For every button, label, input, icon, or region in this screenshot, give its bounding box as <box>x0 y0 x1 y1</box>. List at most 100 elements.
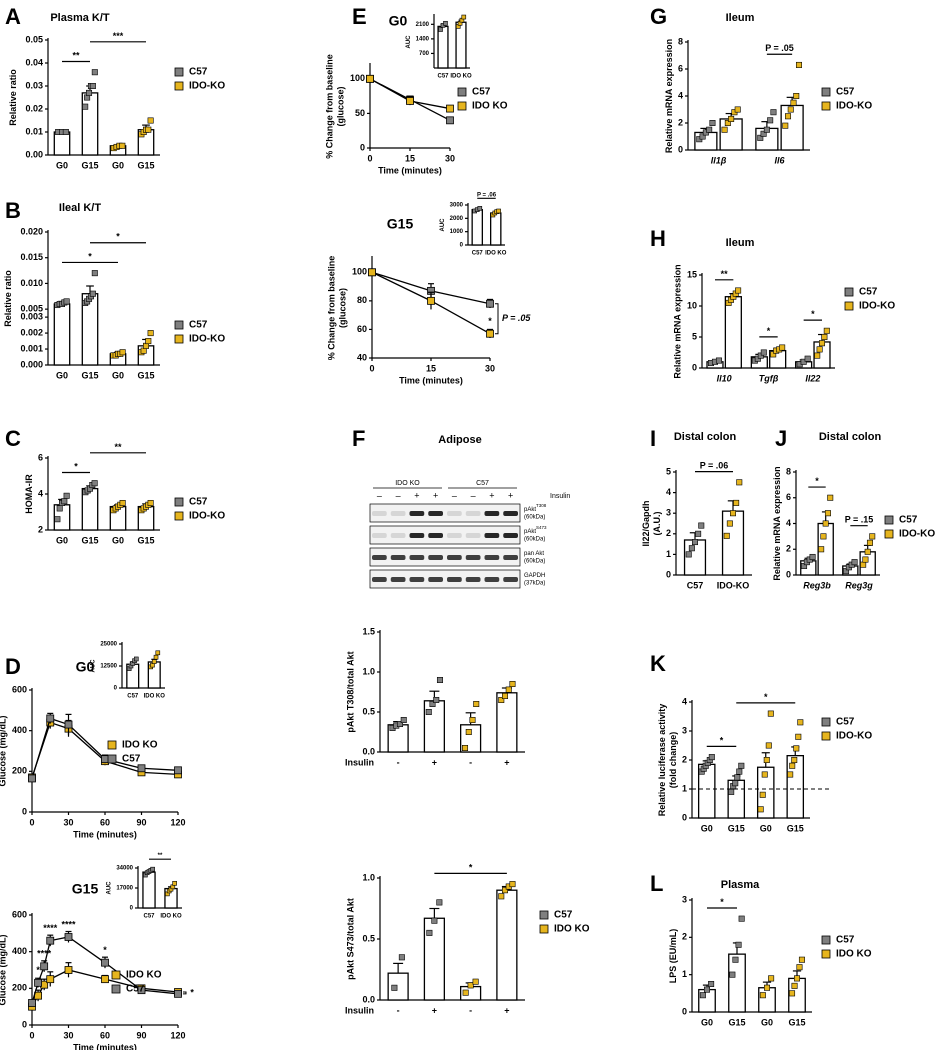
lane-label: + <box>414 490 419 500</box>
y-axis-label: (A.U.) <box>652 512 662 536</box>
x-tick-label: G0 <box>112 160 124 170</box>
x-tick-label: G15 <box>788 1017 805 1027</box>
data-point <box>396 720 403 727</box>
blot-band <box>372 555 387 560</box>
y-axis-label: LPS (EU/mL) <box>668 929 678 984</box>
data-point <box>477 206 483 211</box>
data-point <box>822 520 829 527</box>
x-tick-label: G15 <box>787 823 804 833</box>
x-tick-label: IDO-KO <box>717 580 750 590</box>
x-tick-label: G15 <box>728 1017 745 1027</box>
data-point <box>62 129 69 136</box>
legend-swatch <box>821 935 831 945</box>
bar <box>490 212 502 246</box>
legend-swatch <box>821 101 831 111</box>
y-tick-label: 4 <box>682 696 687 706</box>
significance-label: * <box>767 326 771 336</box>
data-point <box>133 656 139 662</box>
data-point <box>509 680 516 687</box>
blot-band <box>503 577 518 582</box>
y-tick-label: 0 <box>678 144 683 154</box>
significance-label: * <box>764 692 768 702</box>
data-point <box>101 975 109 984</box>
data-point <box>787 106 794 113</box>
y-tick-label: 15 <box>687 269 697 279</box>
data-point <box>406 97 414 105</box>
blot-band <box>465 555 481 560</box>
legend-swatch <box>174 334 184 344</box>
data-point <box>46 936 55 945</box>
data-point <box>486 299 494 308</box>
data-point <box>467 982 474 989</box>
x-tick-label: + <box>432 757 437 767</box>
y-axis-label: AUC <box>440 218 446 232</box>
legend-label: IDO-KO <box>836 101 872 112</box>
y-tick-label: 0.0 <box>362 994 375 1004</box>
y-tick-label: 0 <box>666 569 671 579</box>
y-tick-label: 1 <box>666 549 671 559</box>
data-point <box>147 499 154 506</box>
data-point <box>735 287 742 294</box>
data-point <box>816 346 823 353</box>
panel-title: G0 <box>76 659 95 675</box>
x-tick-label: G0 <box>701 1017 713 1027</box>
data-point <box>757 134 764 141</box>
lane-label: + <box>433 490 438 500</box>
data-point <box>699 992 706 999</box>
data-point <box>89 83 96 90</box>
y-tick-label: 5 <box>666 466 671 476</box>
panel-title: Plasma K/T <box>50 12 110 24</box>
data-point <box>819 340 826 347</box>
blot-band <box>484 555 500 560</box>
x-tick-label: G15 <box>137 160 154 170</box>
x-tick-label: + <box>432 1005 437 1015</box>
blot-band <box>372 577 387 582</box>
panel-letter: H <box>650 226 666 251</box>
data-point <box>64 720 73 729</box>
data-point <box>462 744 469 751</box>
x-tick-label: IDO KO <box>450 74 472 80</box>
data-point <box>151 659 157 664</box>
point-label: * <box>488 316 492 326</box>
data-point <box>721 126 728 133</box>
end-bracket <box>183 991 187 995</box>
y-tick-label: 400 <box>12 725 27 735</box>
data-point <box>734 106 741 113</box>
y-tick-label: 2100 <box>416 22 430 28</box>
bar <box>53 303 71 366</box>
y-tick-label: 0 <box>682 1006 687 1016</box>
legend-label: C57 <box>189 320 208 331</box>
y-tick-label: 2000 <box>450 216 464 222</box>
panel-title: Adipose <box>438 434 481 446</box>
x-tick-label: G15 <box>81 535 98 545</box>
data-point <box>864 548 871 555</box>
point-label: * <box>103 945 107 955</box>
data-point <box>685 551 692 558</box>
data-point <box>91 480 98 487</box>
y-tick-label: 3 <box>682 894 687 904</box>
significance-label: *** <box>113 31 124 41</box>
y-tick-label: 600 <box>12 909 27 919</box>
panel-title: G0 <box>389 13 408 29</box>
blot-band <box>428 533 443 538</box>
data-point <box>145 126 152 133</box>
data-point <box>699 133 706 140</box>
x-tick-label: + <box>504 757 509 767</box>
y-axis-label: (fold change) <box>668 732 678 789</box>
blot-membrane <box>369 503 521 523</box>
blot-band <box>447 511 462 516</box>
x-tick-label: Reg3g <box>845 580 873 590</box>
x-axis-label: Time (minutes) <box>73 829 137 839</box>
end-bracket <box>495 303 499 335</box>
x-tick-label: 0 <box>369 363 374 373</box>
panel-letter: I <box>650 426 656 451</box>
y-tick-label: 200 <box>12 766 27 776</box>
x-tick-label: C57 <box>687 580 704 590</box>
y-tick-label: 60 <box>357 324 367 334</box>
x-tick-label: G0 <box>701 823 713 833</box>
blot-membrane <box>369 525 521 545</box>
y-tick-label: 6 <box>678 63 683 73</box>
lane-label: – <box>396 490 401 500</box>
panel-letter: G <box>650 4 667 29</box>
legend-label: IDO-KO <box>189 81 225 92</box>
